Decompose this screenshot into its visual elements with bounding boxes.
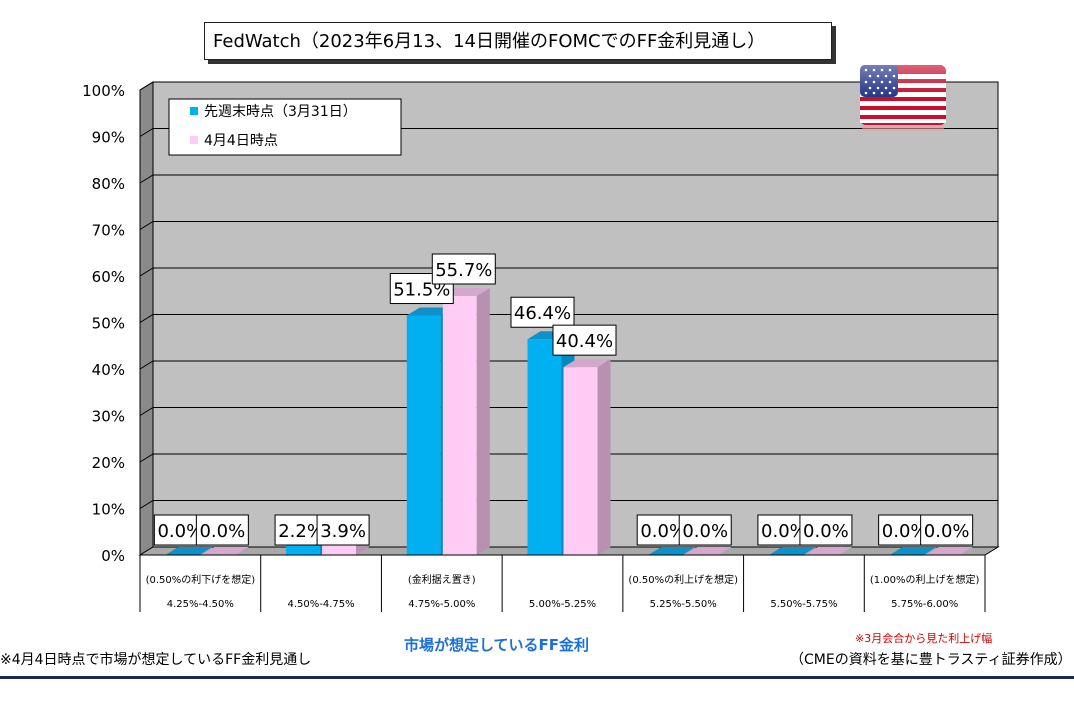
x-tick-label: 4.25%-4.50% bbox=[167, 599, 234, 610]
bar bbox=[563, 359, 611, 555]
svg-text:4月4日時点: 4月4日時点 bbox=[204, 133, 278, 149]
gridline bbox=[139, 314, 998, 323]
bar bbox=[201, 547, 249, 555]
bottom-rule bbox=[0, 676, 1074, 679]
category-note: (1.00%の利上げを想定) bbox=[870, 573, 980, 586]
bar bbox=[442, 287, 490, 555]
bar bbox=[804, 547, 852, 555]
y-tick-label: 100% bbox=[82, 82, 125, 100]
svg-text:0.0%: 0.0% bbox=[882, 521, 928, 542]
y-tick-label: 50% bbox=[92, 315, 125, 333]
y-tick-label: 90% bbox=[92, 129, 125, 147]
source-note: （CMEの資料を基に豊トラスティ証券作成） bbox=[790, 652, 1072, 668]
gridline bbox=[139, 128, 998, 137]
data-label: 3.9% bbox=[316, 514, 370, 546]
us-flag-icon bbox=[860, 65, 946, 131]
gridline bbox=[139, 500, 998, 509]
svg-text:55.7%: 55.7% bbox=[435, 260, 492, 281]
bar bbox=[768, 547, 816, 555]
y-tick-label: 0% bbox=[101, 547, 125, 565]
x-tick-label: 5.75%-6.00% bbox=[891, 599, 958, 610]
rate-hike-note: ※3月会合から見た利上げ幅 bbox=[855, 632, 993, 645]
gridline bbox=[139, 174, 998, 184]
svg-text:40.4%: 40.4% bbox=[556, 331, 613, 352]
legend-item: 先週末時点（3月31日） bbox=[190, 104, 357, 120]
x-tick-label: 5.25%-5.50% bbox=[650, 599, 717, 610]
gridline bbox=[139, 360, 998, 370]
svg-text:0.0%: 0.0% bbox=[682, 521, 728, 542]
bar bbox=[648, 547, 696, 555]
svg-text:0.0%: 0.0% bbox=[803, 521, 849, 542]
category-note: (0.50%の利下げを想定) bbox=[146, 573, 256, 586]
data-label: 40.4% bbox=[552, 324, 617, 356]
data-label: 0.0% bbox=[195, 514, 249, 546]
svg-text:先週末時点（3月31日）: 先週末時点（3月31日） bbox=[204, 104, 357, 120]
y-tick-label: 60% bbox=[92, 268, 125, 286]
gridline bbox=[139, 407, 998, 416]
x-tick-label: 5.00%-5.25% bbox=[529, 599, 596, 610]
gridline bbox=[139, 267, 998, 277]
svg-text:0.0%: 0.0% bbox=[157, 521, 203, 542]
svg-text:51.5%: 51.5% bbox=[393, 280, 450, 301]
data-label: 0.0% bbox=[878, 514, 932, 546]
gridline bbox=[139, 221, 998, 230]
bar bbox=[684, 547, 732, 555]
svg-text:0.0%: 0.0% bbox=[761, 521, 807, 542]
x-tick-label: 4.75%-5.00% bbox=[408, 599, 475, 610]
chart-title: FedWatch（2023年6月13、14日開催のFOMCでのFF金利見通し） bbox=[204, 22, 832, 60]
legend-item: 4月4日時点 bbox=[190, 133, 278, 149]
data-label: 0.0% bbox=[678, 514, 732, 546]
gridline bbox=[139, 453, 998, 463]
gridline bbox=[139, 81, 998, 91]
y-tick-label: 80% bbox=[92, 175, 125, 193]
y-tick-label: 40% bbox=[92, 361, 125, 379]
bar bbox=[925, 547, 973, 555]
footnote: ※4月4日時点で市場が想定しているFF金利見通し bbox=[0, 652, 312, 668]
svg-text:46.4%: 46.4% bbox=[514, 303, 571, 324]
svg-text:0.0%: 0.0% bbox=[640, 521, 686, 542]
category-note: (金利据え置き) bbox=[408, 573, 476, 586]
bar bbox=[165, 547, 213, 555]
x-tick-label: 4.50%-4.75% bbox=[287, 599, 354, 610]
legend: 先週末時点（3月31日） 4月4日時点 bbox=[168, 98, 402, 156]
svg-text:0.0%: 0.0% bbox=[199, 521, 245, 542]
svg-text:0.0%: 0.0% bbox=[924, 521, 970, 542]
data-label: 46.4% bbox=[510, 296, 575, 328]
data-label: 0.0% bbox=[799, 514, 853, 546]
y-tick-label: 10% bbox=[92, 501, 125, 519]
y-tick-label: 70% bbox=[92, 222, 125, 240]
svg-text:2.2%: 2.2% bbox=[278, 521, 324, 542]
svg-text:3.9%: 3.9% bbox=[320, 521, 366, 542]
y-tick-label: 30% bbox=[92, 408, 125, 426]
category-note: (0.50%の利上げを想定) bbox=[628, 573, 738, 586]
bar bbox=[889, 547, 937, 555]
x-tick-label: 5.50%-5.75% bbox=[770, 599, 837, 610]
x-axis-title: 市場が想定しているFF金利 bbox=[404, 636, 590, 654]
data-label: 0.0% bbox=[920, 514, 974, 546]
data-label: 55.7% bbox=[431, 253, 496, 285]
y-tick-label: 20% bbox=[92, 454, 125, 472]
